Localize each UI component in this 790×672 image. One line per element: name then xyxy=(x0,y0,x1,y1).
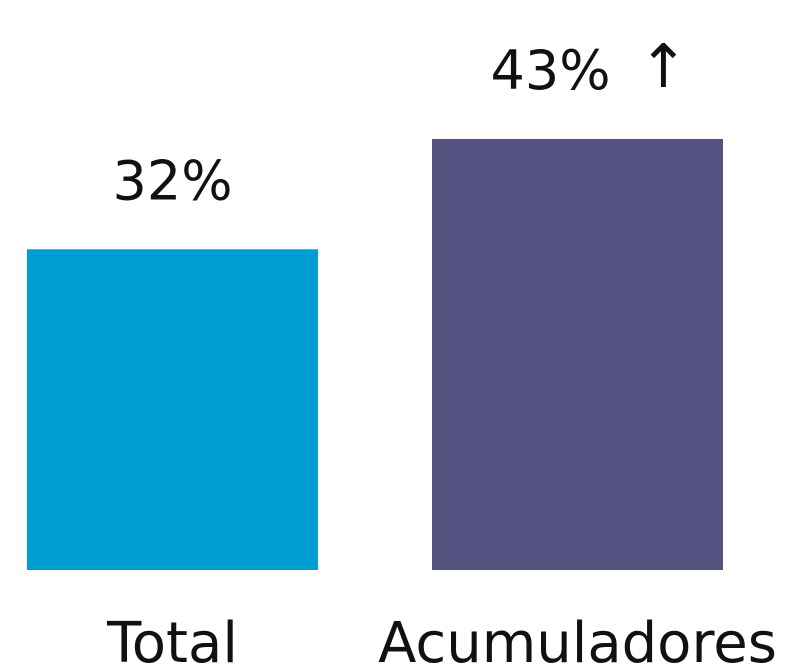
bars-group xyxy=(27,139,723,571)
data-label-acumuladores: 43% xyxy=(490,39,610,102)
category-label-acumuladores: Acumuladores xyxy=(378,611,777,672)
category-labels-group: Total Acumuladores xyxy=(106,611,777,672)
category-label-total: Total xyxy=(106,611,238,672)
data-label-total: 32% xyxy=(112,149,232,212)
up-arrow-icon: ↑ xyxy=(638,32,688,102)
bar-total xyxy=(27,249,318,571)
bar-acumuladores xyxy=(432,139,723,570)
value-labels-group: 32% 43% ↑ xyxy=(112,32,688,212)
